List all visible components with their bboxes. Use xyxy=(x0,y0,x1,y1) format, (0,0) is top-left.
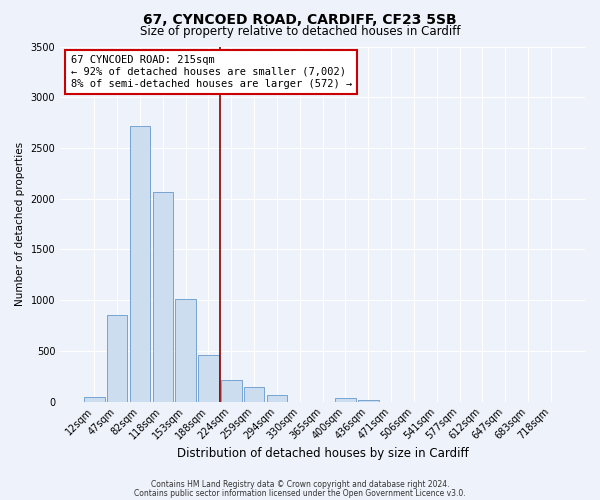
Bar xyxy=(107,316,127,402)
Bar xyxy=(335,398,356,402)
Bar xyxy=(244,388,265,402)
Bar xyxy=(175,299,196,402)
X-axis label: Distribution of detached houses by size in Cardiff: Distribution of detached houses by size … xyxy=(177,447,469,460)
Text: 67, CYNCOED ROAD, CARDIFF, CF23 5SB: 67, CYNCOED ROAD, CARDIFF, CF23 5SB xyxy=(143,12,457,26)
Text: 67 CYNCOED ROAD: 215sqm
← 92% of detached houses are smaller (7,002)
8% of semi-: 67 CYNCOED ROAD: 215sqm ← 92% of detache… xyxy=(71,56,352,88)
Bar xyxy=(358,400,379,402)
Text: Contains HM Land Registry data © Crown copyright and database right 2024.: Contains HM Land Registry data © Crown c… xyxy=(151,480,449,489)
Bar xyxy=(152,192,173,402)
Bar xyxy=(266,396,287,402)
Y-axis label: Number of detached properties: Number of detached properties xyxy=(15,142,25,306)
Bar xyxy=(130,126,150,402)
Text: Contains public sector information licensed under the Open Government Licence v3: Contains public sector information licen… xyxy=(134,489,466,498)
Bar xyxy=(84,396,104,402)
Bar xyxy=(198,355,219,402)
Bar xyxy=(221,380,242,402)
Text: Size of property relative to detached houses in Cardiff: Size of property relative to detached ho… xyxy=(140,25,460,38)
